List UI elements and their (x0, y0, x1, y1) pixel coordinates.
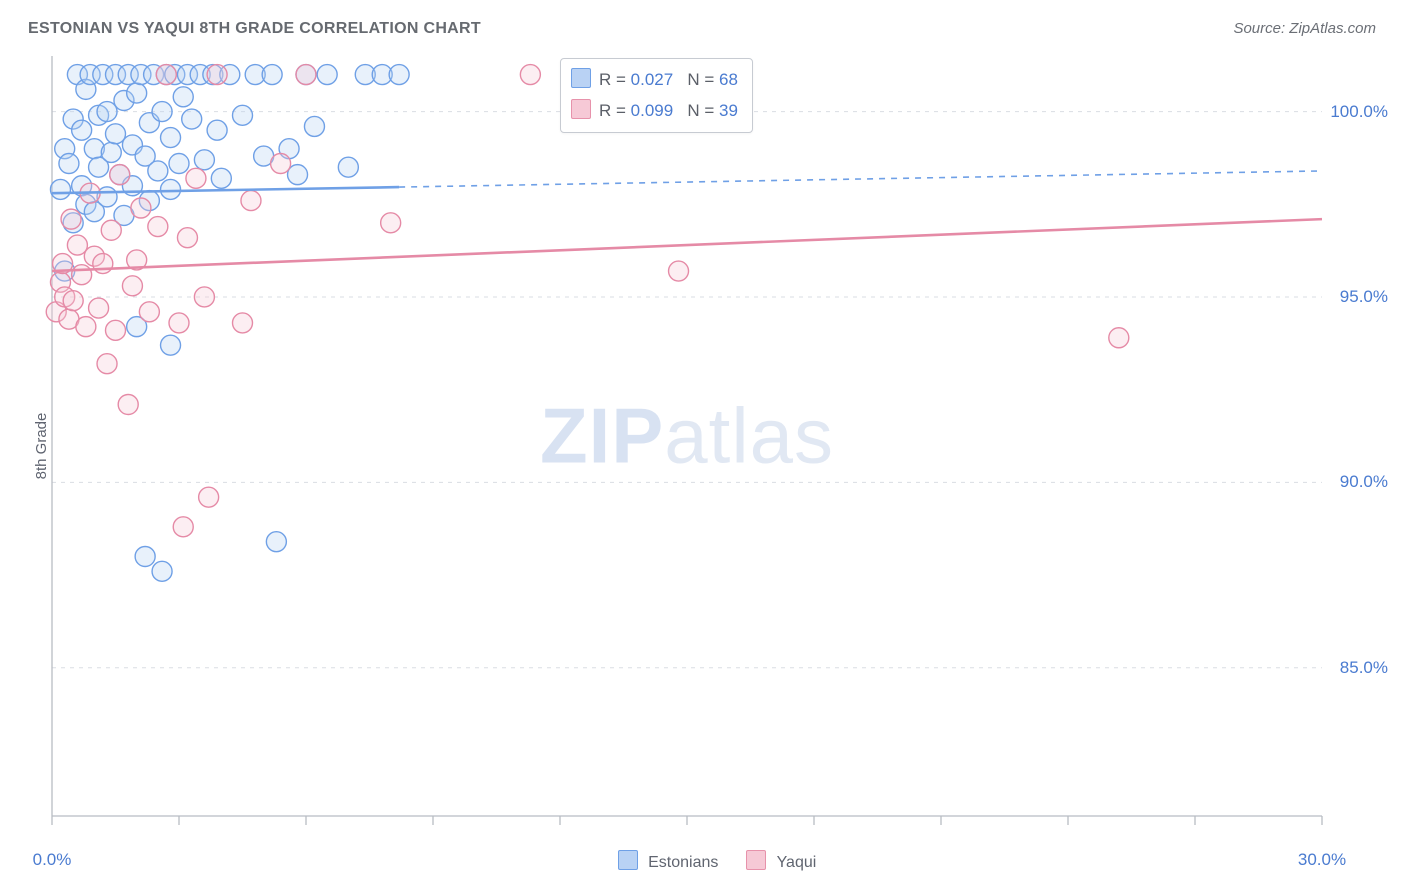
data-point (520, 65, 540, 85)
data-point (338, 157, 358, 177)
legend-label: Estonians (644, 854, 719, 871)
data-point (381, 213, 401, 233)
data-point (161, 128, 181, 148)
data-point (173, 517, 193, 537)
data-point (152, 561, 172, 581)
data-point (271, 154, 291, 174)
data-point (59, 154, 79, 174)
data-point (97, 102, 117, 122)
y-tick-label: 100.0% (1330, 102, 1388, 122)
data-point (199, 487, 219, 507)
series-legend: Estonians Yaqui (0, 850, 1406, 872)
data-point (76, 317, 96, 337)
stats-legend-row: R = 0.027 N = 68 (571, 65, 738, 96)
data-point (389, 65, 409, 85)
data-point (173, 87, 193, 107)
data-point (207, 120, 227, 140)
data-point (148, 161, 168, 181)
legend-label: Yaqui (772, 854, 816, 871)
data-point (266, 532, 286, 552)
trend-line-extrapolated (399, 171, 1322, 187)
chart-title: ESTONIAN VS YAQUI 8TH GRADE CORRELATION … (28, 20, 481, 38)
data-point (177, 228, 197, 248)
data-point (148, 217, 168, 237)
data-point (211, 168, 231, 188)
data-point (194, 150, 214, 170)
data-point (241, 191, 261, 211)
data-point (72, 120, 92, 140)
data-point (50, 179, 70, 199)
data-point (669, 261, 689, 281)
scatter-chart (52, 56, 1322, 816)
source-label: Source: ZipAtlas.com (1233, 20, 1376, 37)
data-point (118, 394, 138, 414)
data-point (304, 116, 324, 136)
data-point (135, 546, 155, 566)
data-point (161, 335, 181, 355)
stats-legend-row: R = 0.099 N = 39 (571, 96, 738, 127)
y-tick-label: 85.0% (1340, 658, 1388, 678)
data-point (110, 165, 130, 185)
data-point (156, 65, 176, 85)
data-point (97, 354, 117, 374)
stats-legend-box: R = 0.027 N = 68R = 0.099 N = 39 (560, 58, 753, 133)
data-point (101, 142, 121, 162)
data-point (262, 65, 282, 85)
legend-swatch (618, 850, 638, 870)
data-point (106, 124, 126, 144)
data-point (186, 168, 206, 188)
data-point (233, 105, 253, 125)
data-point (131, 198, 151, 218)
data-point (89, 298, 109, 318)
data-point (67, 235, 87, 255)
data-point (207, 65, 227, 85)
data-point (1109, 328, 1129, 348)
legend-swatch (746, 850, 766, 870)
data-point (233, 313, 253, 333)
data-point (194, 287, 214, 307)
data-point (127, 83, 147, 103)
data-point (63, 291, 83, 311)
data-point (317, 65, 337, 85)
data-point (72, 265, 92, 285)
plot-area: ZIPatlas (52, 56, 1322, 816)
data-point (169, 313, 189, 333)
data-point (296, 65, 316, 85)
y-axis-label: 8th Grade (33, 413, 50, 480)
data-point (93, 254, 113, 274)
y-tick-label: 95.0% (1340, 287, 1388, 307)
y-tick-label: 90.0% (1340, 472, 1388, 492)
data-point (139, 302, 159, 322)
data-point (161, 179, 181, 199)
data-point (182, 109, 202, 129)
trend-line (52, 219, 1322, 271)
data-point (61, 209, 81, 229)
data-point (101, 220, 121, 240)
data-point (122, 276, 142, 296)
data-point (288, 165, 308, 185)
data-point (169, 154, 189, 174)
data-point (106, 320, 126, 340)
data-point (152, 102, 172, 122)
